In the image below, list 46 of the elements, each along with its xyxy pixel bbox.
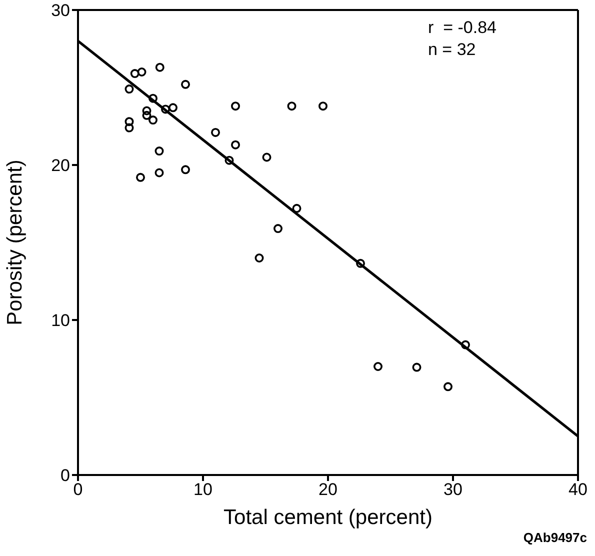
annotation: n = 32 <box>428 40 476 60</box>
x-axis-title: Total cement (percent) <box>224 506 432 529</box>
point <box>292 204 302 213</box>
x-tick-label: 10 <box>194 480 212 500</box>
point <box>142 110 152 120</box>
point <box>155 62 164 72</box>
point <box>461 340 470 350</box>
x-tick-label: 40 <box>568 480 588 500</box>
annotation: r = -0.84 <box>428 18 497 38</box>
point <box>142 106 152 116</box>
point <box>231 140 240 150</box>
point <box>148 94 158 103</box>
point <box>137 68 146 76</box>
point <box>181 80 190 89</box>
point <box>136 172 145 182</box>
point <box>412 362 422 372</box>
point <box>318 102 328 111</box>
point <box>154 146 164 156</box>
point <box>148 116 158 125</box>
point <box>231 102 240 111</box>
point <box>154 168 164 178</box>
point <box>254 254 264 262</box>
point <box>224 156 234 165</box>
point <box>444 382 452 392</box>
y-tick-label: 20 <box>51 156 70 176</box>
y-axis-title: Porosity (percent) <box>3 160 26 326</box>
point <box>274 224 282 234</box>
x-tick-label: 30 <box>444 480 462 500</box>
point <box>211 128 220 137</box>
text: QAb9497c <box>523 530 587 545</box>
point <box>130 69 140 78</box>
point <box>124 117 134 126</box>
point <box>168 103 178 112</box>
point <box>287 102 296 111</box>
x-tick-label: 20 <box>318 480 338 500</box>
point <box>124 123 134 132</box>
x-tick-label: 0 <box>73 480 83 500</box>
y-tick-label: 10 <box>51 311 70 330</box>
point <box>124 84 134 94</box>
point <box>374 362 382 371</box>
y-tick-label: 0 <box>60 466 70 486</box>
point <box>356 258 365 268</box>
point <box>181 165 190 174</box>
y-tick-label: 30 <box>51 1 70 20</box>
point <box>262 152 272 162</box>
point <box>161 104 170 114</box>
